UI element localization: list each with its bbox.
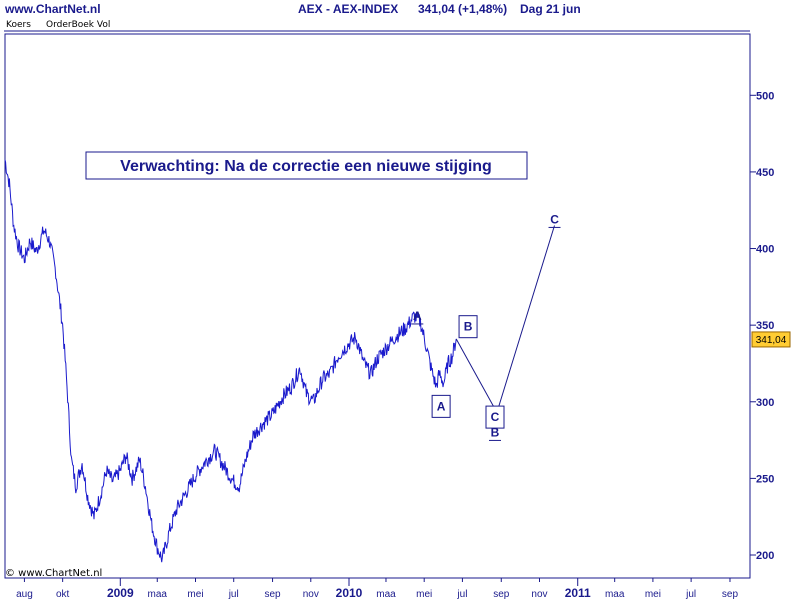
site-name: www.ChartNet.nl xyxy=(5,2,101,16)
x-tick-label: sep xyxy=(493,589,510,600)
y-tick-label: 450 xyxy=(756,167,774,179)
price-series-line xyxy=(4,159,457,563)
x-tick-label: maa xyxy=(376,589,396,600)
x-tick-label: jul xyxy=(456,589,467,600)
y-tick-label: 350 xyxy=(756,320,774,332)
y-tick-label: 250 xyxy=(756,473,774,485)
x-tick-label: jul xyxy=(228,589,239,600)
x-tick-label: maa xyxy=(148,589,168,600)
x-tick-label: nov xyxy=(531,589,547,600)
x-tick-label: mei xyxy=(645,589,661,600)
y-tick-label: 500 xyxy=(756,90,774,102)
wave-label-box xyxy=(485,405,505,429)
x-tick-label: sep xyxy=(722,589,739,600)
x-tick-label: sep xyxy=(264,589,281,600)
x-tick-label: 2011 xyxy=(565,586,591,600)
wave-label-c: C xyxy=(491,410,500,424)
index-quote: 341,04 (+1,48%) xyxy=(418,2,508,16)
x-tick-label: aug xyxy=(16,589,33,600)
wave-label-b: B xyxy=(464,320,473,334)
chart-header: www.ChartNet.nl AEX - AEX-INDEX 341,04 (… xyxy=(0,0,800,18)
last-price-tag xyxy=(751,331,791,348)
wave-label-box xyxy=(431,394,451,418)
period-label: Dag 21 jun xyxy=(520,2,581,16)
y-tick-label: 200 xyxy=(756,550,774,562)
plot-frame xyxy=(4,33,751,579)
x-tick-label: 2009 xyxy=(107,586,134,600)
y-tick-label: 300 xyxy=(756,397,774,409)
y-tick-label: 400 xyxy=(756,244,774,256)
koers-label: Koers xyxy=(6,20,31,30)
wave-label-b: B xyxy=(491,425,500,439)
x-tick-label: maa xyxy=(605,589,625,600)
index-name: AEX - AEX-INDEX xyxy=(298,2,399,16)
expectation-text: Verwachting: Na de correctie een nieuwe … xyxy=(120,158,492,175)
x-tick-label: mei xyxy=(416,589,432,600)
copyright-footer: © www.ChartNet.nl xyxy=(5,568,103,579)
orderboek-label: OrderBoek Vol xyxy=(46,20,111,30)
wave-label-box xyxy=(458,315,478,339)
last-price-label: 341,04 xyxy=(756,335,787,346)
x-tick-label: mei xyxy=(187,589,203,600)
wave-label-c: C xyxy=(550,212,559,226)
x-tick-label: jul xyxy=(685,589,696,600)
wave-label-a: A xyxy=(413,309,422,323)
expectation-box xyxy=(85,151,528,180)
x-tick-label: 2010 xyxy=(336,586,363,600)
wave-label-a: A xyxy=(437,399,446,413)
x-tick-label: okt xyxy=(56,589,70,600)
x-tick-label: nov xyxy=(303,589,319,600)
